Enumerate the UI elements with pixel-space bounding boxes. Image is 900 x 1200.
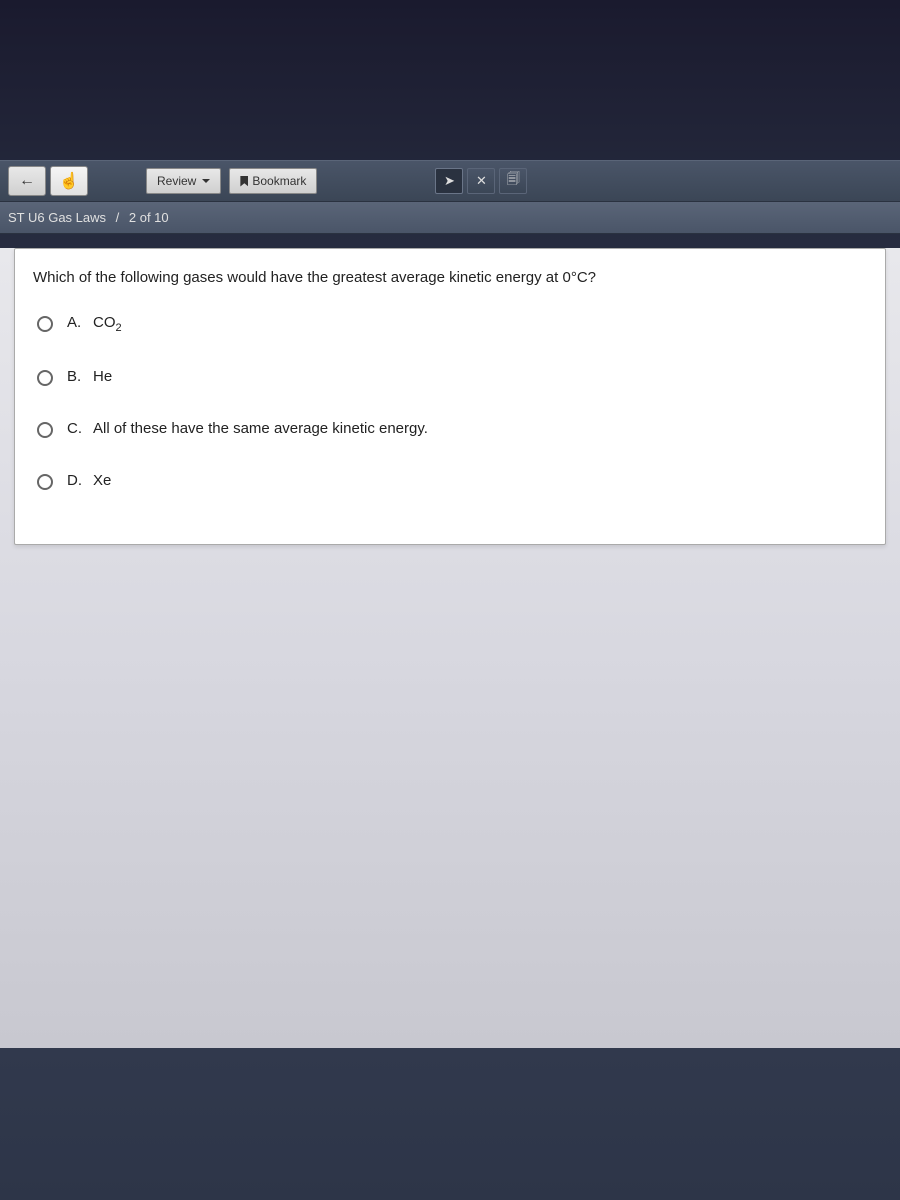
note-tool-button[interactable]: 🗐: [499, 168, 527, 194]
cursor-tool-button[interactable]: ➤: [435, 168, 463, 194]
bookmark-label: Bookmark: [252, 174, 306, 188]
option-text: Xe: [93, 472, 111, 489]
question-panel: Which of the following gases would have …: [14, 248, 886, 545]
option-letter: D.: [67, 472, 85, 489]
nav-group: ← ☝: [8, 166, 88, 196]
option-label: D. Xe: [67, 472, 111, 489]
answer-option-a[interactable]: A. CO2: [33, 304, 867, 344]
toolbar: ← ☝ Review Bookmark ➤ ✕ 🗐: [0, 160, 900, 202]
pointer-button[interactable]: ☝: [50, 166, 88, 196]
option-text: CO2: [93, 314, 122, 334]
bookmark-button[interactable]: Bookmark: [229, 168, 317, 194]
breadcrumb-title: ST U6 Gas Laws: [8, 210, 106, 225]
option-text: He: [93, 368, 112, 385]
option-label: C. All of these have the same average ki…: [67, 420, 428, 437]
chevron-down-icon: [202, 179, 210, 183]
close-tool-button[interactable]: ✕: [467, 168, 495, 194]
option-label: B. He: [67, 368, 112, 385]
hand-pointer-icon: ☝: [59, 171, 79, 191]
answer-option-b[interactable]: B. He: [33, 358, 867, 396]
cursor-icon: ➤: [444, 173, 455, 189]
back-button[interactable]: ←: [8, 166, 46, 196]
note-icon: 🗐: [507, 170, 520, 192]
answer-option-d[interactable]: D. Xe: [33, 462, 867, 500]
option-letter: A.: [67, 314, 85, 334]
radio-icon: [37, 316, 53, 332]
review-label: Review: [157, 174, 196, 188]
arrow-left-icon: ←: [19, 172, 35, 190]
question-text: Which of the following gases would have …: [33, 269, 867, 286]
bookmark-icon: [240, 176, 248, 187]
breadcrumb: ST U6 Gas Laws / 2 of 10: [0, 202, 900, 234]
option-text: All of these have the same average kinet…: [93, 420, 428, 437]
app-frame: ← ☝ Review Bookmark ➤ ✕ 🗐 ST: [0, 0, 900, 1048]
breadcrumb-separator: /: [112, 210, 123, 225]
tool-group: ➤ ✕ 🗐: [435, 168, 527, 194]
option-label: A. CO2: [67, 314, 122, 334]
review-dropdown[interactable]: Review: [146, 168, 221, 194]
answer-option-c[interactable]: C. All of these have the same average ki…: [33, 410, 867, 448]
radio-icon: [37, 474, 53, 490]
radio-icon: [37, 422, 53, 438]
content-area: Which of the following gases would have …: [0, 248, 900, 1048]
close-icon: ✕: [476, 173, 487, 189]
breadcrumb-progress: 2 of 10: [129, 210, 169, 225]
option-letter: B.: [67, 368, 85, 385]
option-letter: C.: [67, 420, 85, 437]
radio-icon: [37, 370, 53, 386]
